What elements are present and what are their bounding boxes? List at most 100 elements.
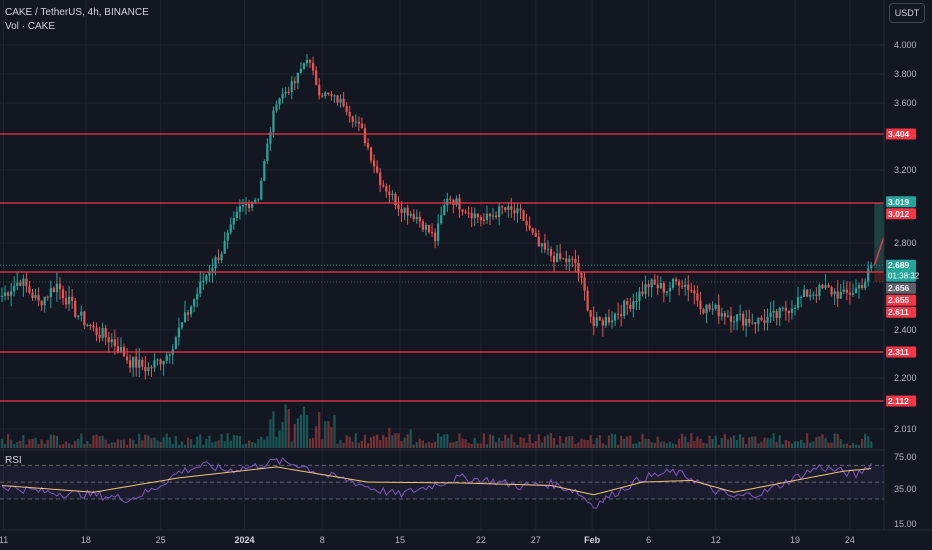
volume-bar xyxy=(318,412,321,448)
candle-body xyxy=(64,298,68,305)
candle xyxy=(775,308,778,326)
volume-bar xyxy=(351,441,354,448)
candle xyxy=(315,66,318,86)
candle-body xyxy=(473,213,476,219)
candle xyxy=(467,206,470,219)
price-label-level: 3.012 xyxy=(886,208,916,220)
candle xyxy=(690,282,693,293)
volume-bar xyxy=(443,434,446,448)
date-tick-label: 8 xyxy=(320,535,325,545)
candle xyxy=(498,202,501,226)
candle xyxy=(141,357,144,371)
candle xyxy=(861,278,864,290)
candle xyxy=(31,289,34,301)
volume-bar xyxy=(693,441,696,448)
candle-body xyxy=(440,215,443,224)
candle-body xyxy=(754,322,757,325)
candle-body xyxy=(318,84,321,96)
rsi-tick-label: 35.00 xyxy=(894,484,917,494)
rsi-legend: RSI xyxy=(5,455,22,466)
candle-body xyxy=(437,223,440,242)
volume-bar xyxy=(864,433,867,448)
candle xyxy=(519,204,522,220)
candle-body xyxy=(681,285,684,287)
candle-body xyxy=(376,166,379,173)
candle xyxy=(851,283,855,297)
candle-body xyxy=(101,327,104,339)
candle-body xyxy=(510,206,513,210)
volume-bar xyxy=(217,440,220,448)
volume-bar xyxy=(543,436,546,448)
candle xyxy=(803,285,806,298)
currency-selector[interactable]: USDT xyxy=(889,3,925,23)
candle xyxy=(80,305,83,322)
candle-body xyxy=(778,307,781,318)
candle-body xyxy=(632,301,635,310)
volume-bar xyxy=(546,434,550,448)
volume-bar xyxy=(708,435,711,448)
candle-body xyxy=(604,316,607,326)
candle xyxy=(827,282,830,289)
volume-bar xyxy=(656,436,659,448)
volume-bar xyxy=(720,438,723,448)
candle xyxy=(732,315,736,330)
volume-bar xyxy=(449,442,452,448)
candle-body xyxy=(333,95,336,97)
volume-bar xyxy=(324,421,327,448)
candle-body xyxy=(80,311,83,316)
volume-bar xyxy=(638,441,641,448)
volume-bar xyxy=(208,435,211,448)
volume-bar xyxy=(174,436,177,448)
candle xyxy=(86,323,89,327)
candle-body xyxy=(13,286,16,292)
date-tick-label: 6 xyxy=(646,535,651,545)
candle xyxy=(284,87,287,98)
candle-body xyxy=(68,296,71,305)
volume-bar xyxy=(147,435,150,448)
candle xyxy=(13,276,16,297)
candle-body xyxy=(629,304,632,310)
candle xyxy=(168,351,171,364)
candle-body xyxy=(577,262,580,274)
candle-body xyxy=(674,279,678,282)
candle-body xyxy=(366,143,370,148)
candle xyxy=(58,277,62,300)
volume-bar xyxy=(796,441,800,448)
candle-body xyxy=(787,310,790,313)
volume-bar xyxy=(37,443,40,448)
volume-bar xyxy=(696,436,699,448)
date-tick-label: 24 xyxy=(845,535,855,545)
volume-bar xyxy=(476,443,479,448)
volume-bar xyxy=(504,434,507,448)
candle xyxy=(202,273,205,290)
volume-bar xyxy=(98,436,101,448)
candle xyxy=(766,308,769,331)
candle xyxy=(299,62,302,74)
candle xyxy=(275,100,278,113)
volume-bar xyxy=(254,443,257,448)
volume-bar xyxy=(366,443,370,448)
candle-body xyxy=(607,316,611,323)
volume-bar xyxy=(202,444,205,448)
volume-bar xyxy=(308,438,312,448)
volume-bar xyxy=(186,437,190,448)
price-tick-label: 3.800 xyxy=(894,69,917,79)
volume-bar xyxy=(177,444,180,448)
candle-body xyxy=(281,93,284,99)
volume-bar xyxy=(16,442,19,448)
candle xyxy=(412,209,415,222)
candle xyxy=(638,287,641,310)
candle xyxy=(543,233,546,254)
candle xyxy=(495,211,498,220)
candle-body xyxy=(52,288,55,293)
candle-body xyxy=(461,209,464,212)
candle xyxy=(229,217,232,235)
candle-body xyxy=(37,295,40,301)
volume-bar xyxy=(434,441,437,448)
volume-bar xyxy=(519,437,522,448)
candle-body xyxy=(305,59,309,64)
date-tick-label: 11 xyxy=(0,535,8,545)
candle-body xyxy=(290,81,293,93)
candle-body xyxy=(504,207,507,210)
